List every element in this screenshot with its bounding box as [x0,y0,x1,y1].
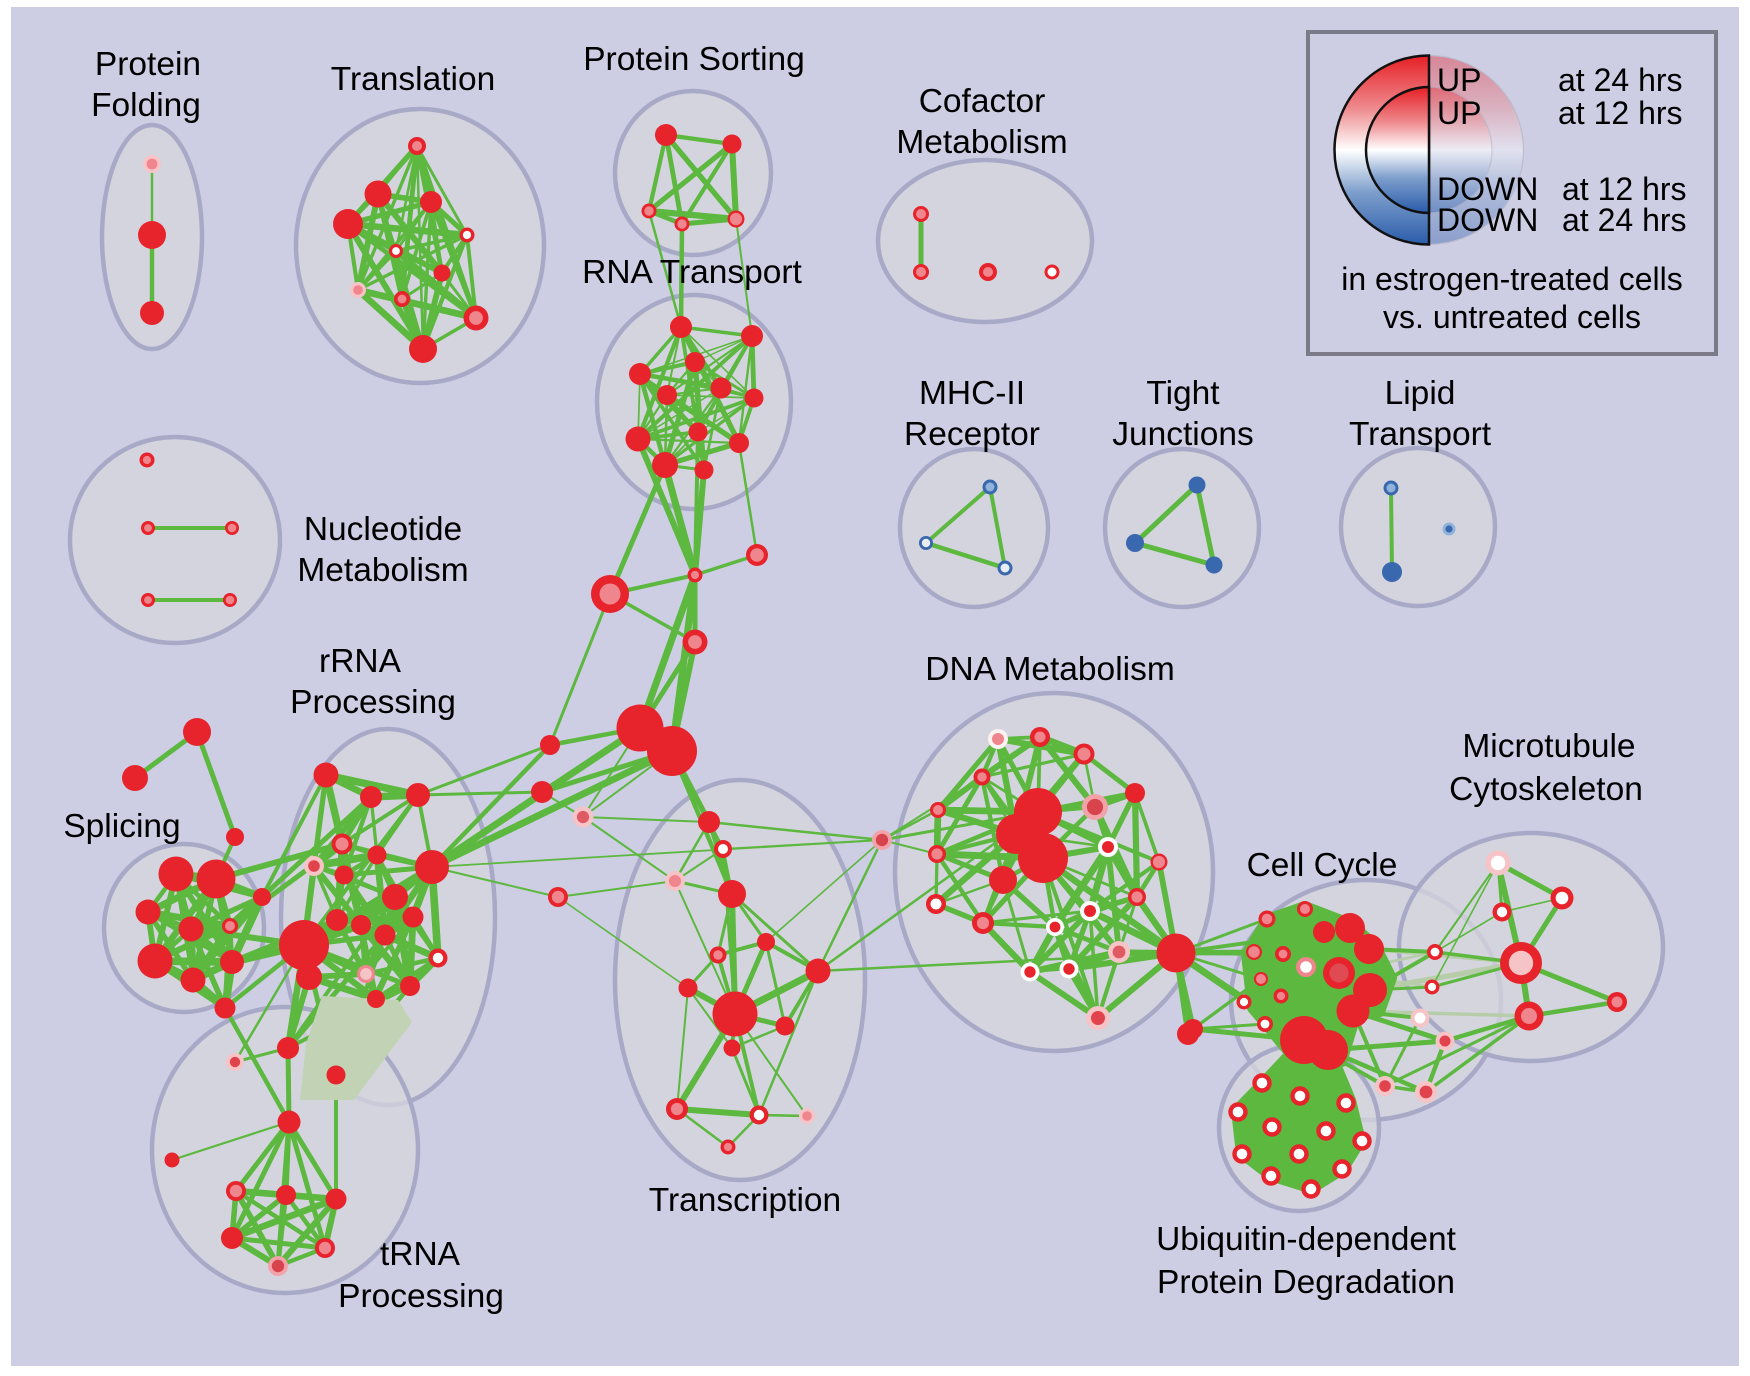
svg-text:at 12 hrs: at 12 hrs [1558,95,1683,131]
svg-text:UP: UP [1437,95,1481,131]
svg-text:Processing: Processing [338,1278,504,1315]
svg-text:Ubiquitin-dependent: Ubiquitin-dependent [1156,1221,1457,1258]
svg-text:Protein Degradation: Protein Degradation [1157,1264,1455,1301]
svg-text:Nucleotide: Nucleotide [304,511,462,548]
svg-text:Junctions: Junctions [1112,416,1254,453]
svg-text:Protein Sorting: Protein Sorting [583,41,805,78]
svg-text:Translation: Translation [331,61,495,98]
svg-text:MHC-II: MHC-II [919,375,1025,412]
svg-text:RNA Transport: RNA Transport [582,254,802,291]
svg-text:Cytoskeleton: Cytoskeleton [1449,771,1643,808]
svg-text:Receptor: Receptor [904,416,1040,453]
svg-text:in estrogen-treated cells: in estrogen-treated cells [1341,261,1683,297]
svg-text:Cell Cycle: Cell Cycle [1247,847,1398,884]
svg-text:DOWN: DOWN [1437,171,1538,207]
svg-text:Transport: Transport [1349,416,1492,453]
svg-text:at 24 hrs: at 24 hrs [1562,202,1687,238]
svg-text:at 12 hrs: at 12 hrs [1562,171,1687,207]
svg-text:at 24 hrs: at 24 hrs [1558,62,1683,98]
svg-text:UP: UP [1437,62,1481,98]
svg-text:DNA Metabolism: DNA Metabolism [925,651,1174,688]
svg-text:Splicing: Splicing [63,808,180,845]
svg-text:Cofactor: Cofactor [919,83,1046,120]
svg-text:Lipid: Lipid [1385,375,1456,412]
svg-text:Folding: Folding [91,87,201,124]
svg-text:tRNA: tRNA [380,1236,461,1273]
svg-text:Metabolism: Metabolism [896,124,1067,161]
svg-text:vs. untreated cells: vs. untreated cells [1383,299,1641,335]
svg-text:Protein: Protein [95,46,201,83]
svg-text:Microtubule: Microtubule [1462,728,1635,765]
svg-text:Transcription: Transcription [649,1182,841,1219]
svg-text:Tight: Tight [1146,375,1220,412]
svg-text:DOWN: DOWN [1437,202,1538,238]
svg-text:Processing: Processing [290,684,456,721]
svg-text:Metabolism: Metabolism [297,552,468,589]
svg-text:rRNA: rRNA [319,643,402,680]
